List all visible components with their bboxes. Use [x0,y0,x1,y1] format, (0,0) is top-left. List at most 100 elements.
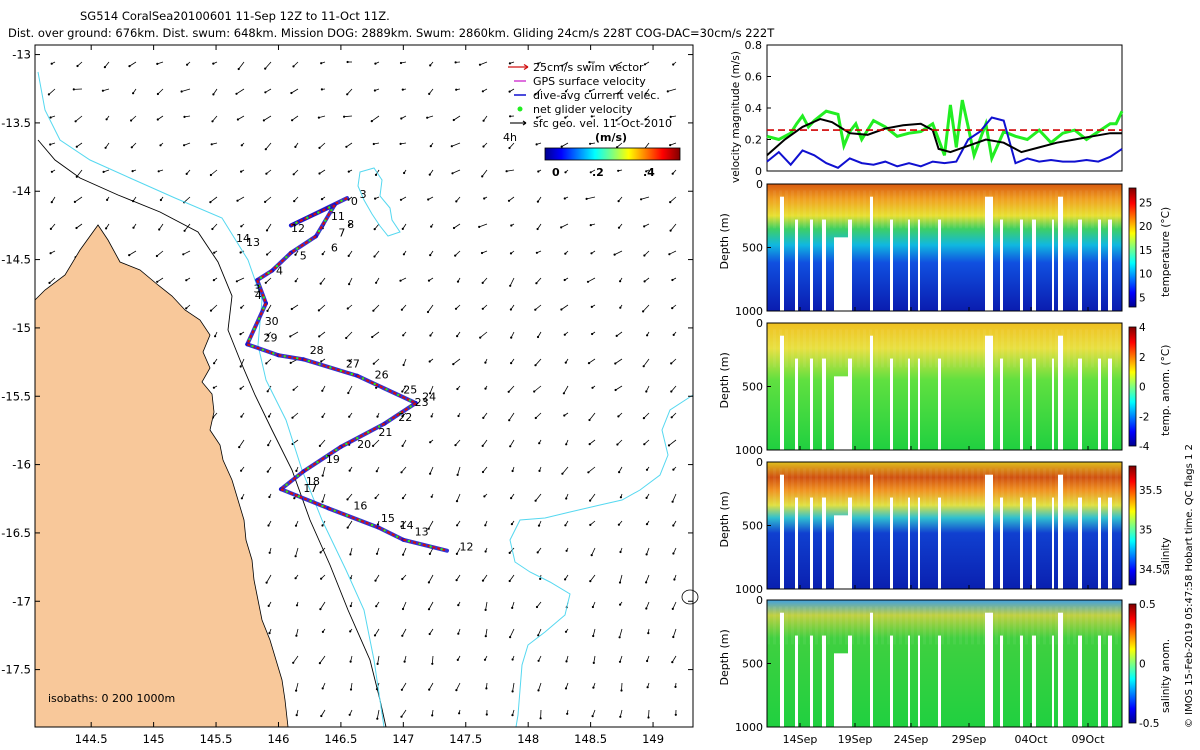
reef-ring [681,589,699,605]
section-texture [803,468,806,507]
section-y-tick-label: 0 [756,456,763,469]
surface-current-arrowhead [155,254,158,258]
surface-current-arrow [640,196,650,200]
track-day-label: 26 [375,369,389,382]
surface-current-arrowhead [645,523,649,526]
track-day-label: 28 [310,344,324,357]
section-y-tick-label: 0 [756,178,763,191]
section-y-tick-label: 0 [756,594,763,607]
surface-current-arrowhead [454,307,458,310]
section-texture [995,468,998,507]
map-y-tick-label: -16.5 [1,526,31,540]
surface-current-arrowhead [613,253,616,256]
surface-current-arrow [509,142,515,149]
surface-current-arrowhead [348,224,351,227]
surface-current-arrowhead [645,607,648,610]
section-ylabel: Depth (m) [718,491,731,547]
surface-current-arrowhead [479,336,482,339]
surface-current-arrowhead [375,386,378,389]
surface-current-arrowhead [619,715,622,718]
track-net-velocity-dot [409,405,412,408]
section-texture [977,329,980,368]
surface-current-arrow [212,115,218,122]
map-x-tick-label: 147 [392,732,414,746]
section-texture [863,190,866,229]
section-texture [1103,606,1106,645]
section-texture [1019,468,1022,507]
section-data-gap [1108,497,1112,589]
surface-current-arrowhead [670,390,673,393]
track-net-velocity-dot [275,264,279,268]
surface-current-arrowhead [642,310,645,313]
section-colorbar-tick-label: 2 [1139,352,1146,364]
surface-current-arrowhead [346,307,349,310]
track-day-label: 22 [398,411,412,424]
section-texture [1109,190,1112,229]
section-texture [995,329,998,368]
section-texture [1109,329,1112,368]
section-texture [911,329,914,368]
section-texture [965,190,968,229]
surface-current-arrowhead [239,333,242,336]
surface-current-arrow [456,493,461,502]
surface-current-arrowhead [156,118,159,121]
section-texture [767,606,770,645]
surface-current-arrowhead [645,553,648,556]
surface-current-arrow [374,223,380,230]
surface-current-arrow [347,493,353,500]
surface-current-arrowhead [592,661,595,665]
surface-current-arrowhead [671,307,674,310]
surface-current-arrowhead [510,497,513,500]
section-texture [905,190,908,229]
surface-current-arrowhead [212,62,215,65]
section-x-tick-label: 04Oct [1014,733,1048,746]
section-texture [1085,190,1088,229]
surface-current-arrowhead [536,200,540,203]
surface-current-arrowhead [643,443,646,446]
surface-current-arrow [292,412,299,419]
section-data-gap [1000,497,1003,589]
section-data-gap [795,219,798,311]
surface-current-arrowhead [291,416,294,419]
surface-current-arrowhead [590,115,593,118]
surface-current-arrowhead [510,362,513,365]
section-texture [959,468,962,507]
surface-current-arrowhead [240,225,243,228]
section-texture [929,190,932,229]
surface-current-arrowhead [401,88,404,91]
section-ylabel: Depth (m) [718,213,731,269]
surface-current-arrow [535,412,542,419]
surface-current-arrowhead [210,143,213,146]
track-net-velocity-dot [358,519,361,522]
velocity-y-tick-label: 0.2 [745,134,763,147]
section-colorbar-tick-label: 15 [1139,245,1152,257]
surface-current-arrowhead [128,254,131,257]
velocity-series-line [766,99,1124,164]
surface-current-arrowhead [292,388,295,391]
surface-current-arrow [237,196,245,202]
section-data-gap [822,635,826,727]
surface-current-arrowhead [128,65,131,68]
surface-current-arrow [346,142,353,148]
section-texture [851,606,854,645]
track-net-velocity-dot [248,338,251,341]
section-texture [1115,468,1118,507]
section-texture [1049,190,1052,229]
surface-current-arrowhead [321,524,324,527]
surface-current-arrowhead [104,146,107,149]
surface-current-arrowhead [132,226,135,229]
section-texture [971,606,974,645]
credit-text: © IMOS 15-Feb-2019 05:47:58 Hobart time.… [1184,444,1195,728]
section-data-gap [985,474,993,589]
surface-current-arrowhead [240,497,243,500]
surface-current-arrowhead [373,89,376,92]
section-data-gap [848,219,852,311]
surface-current-arrowhead [348,283,351,286]
track-net-velocity-dot [318,363,321,366]
surface-current-arrowhead [507,390,510,393]
surface-current-arrow [589,493,596,501]
track-net-velocity-dot [306,467,310,470]
section-texture [893,329,896,368]
section-texture [1085,606,1088,645]
